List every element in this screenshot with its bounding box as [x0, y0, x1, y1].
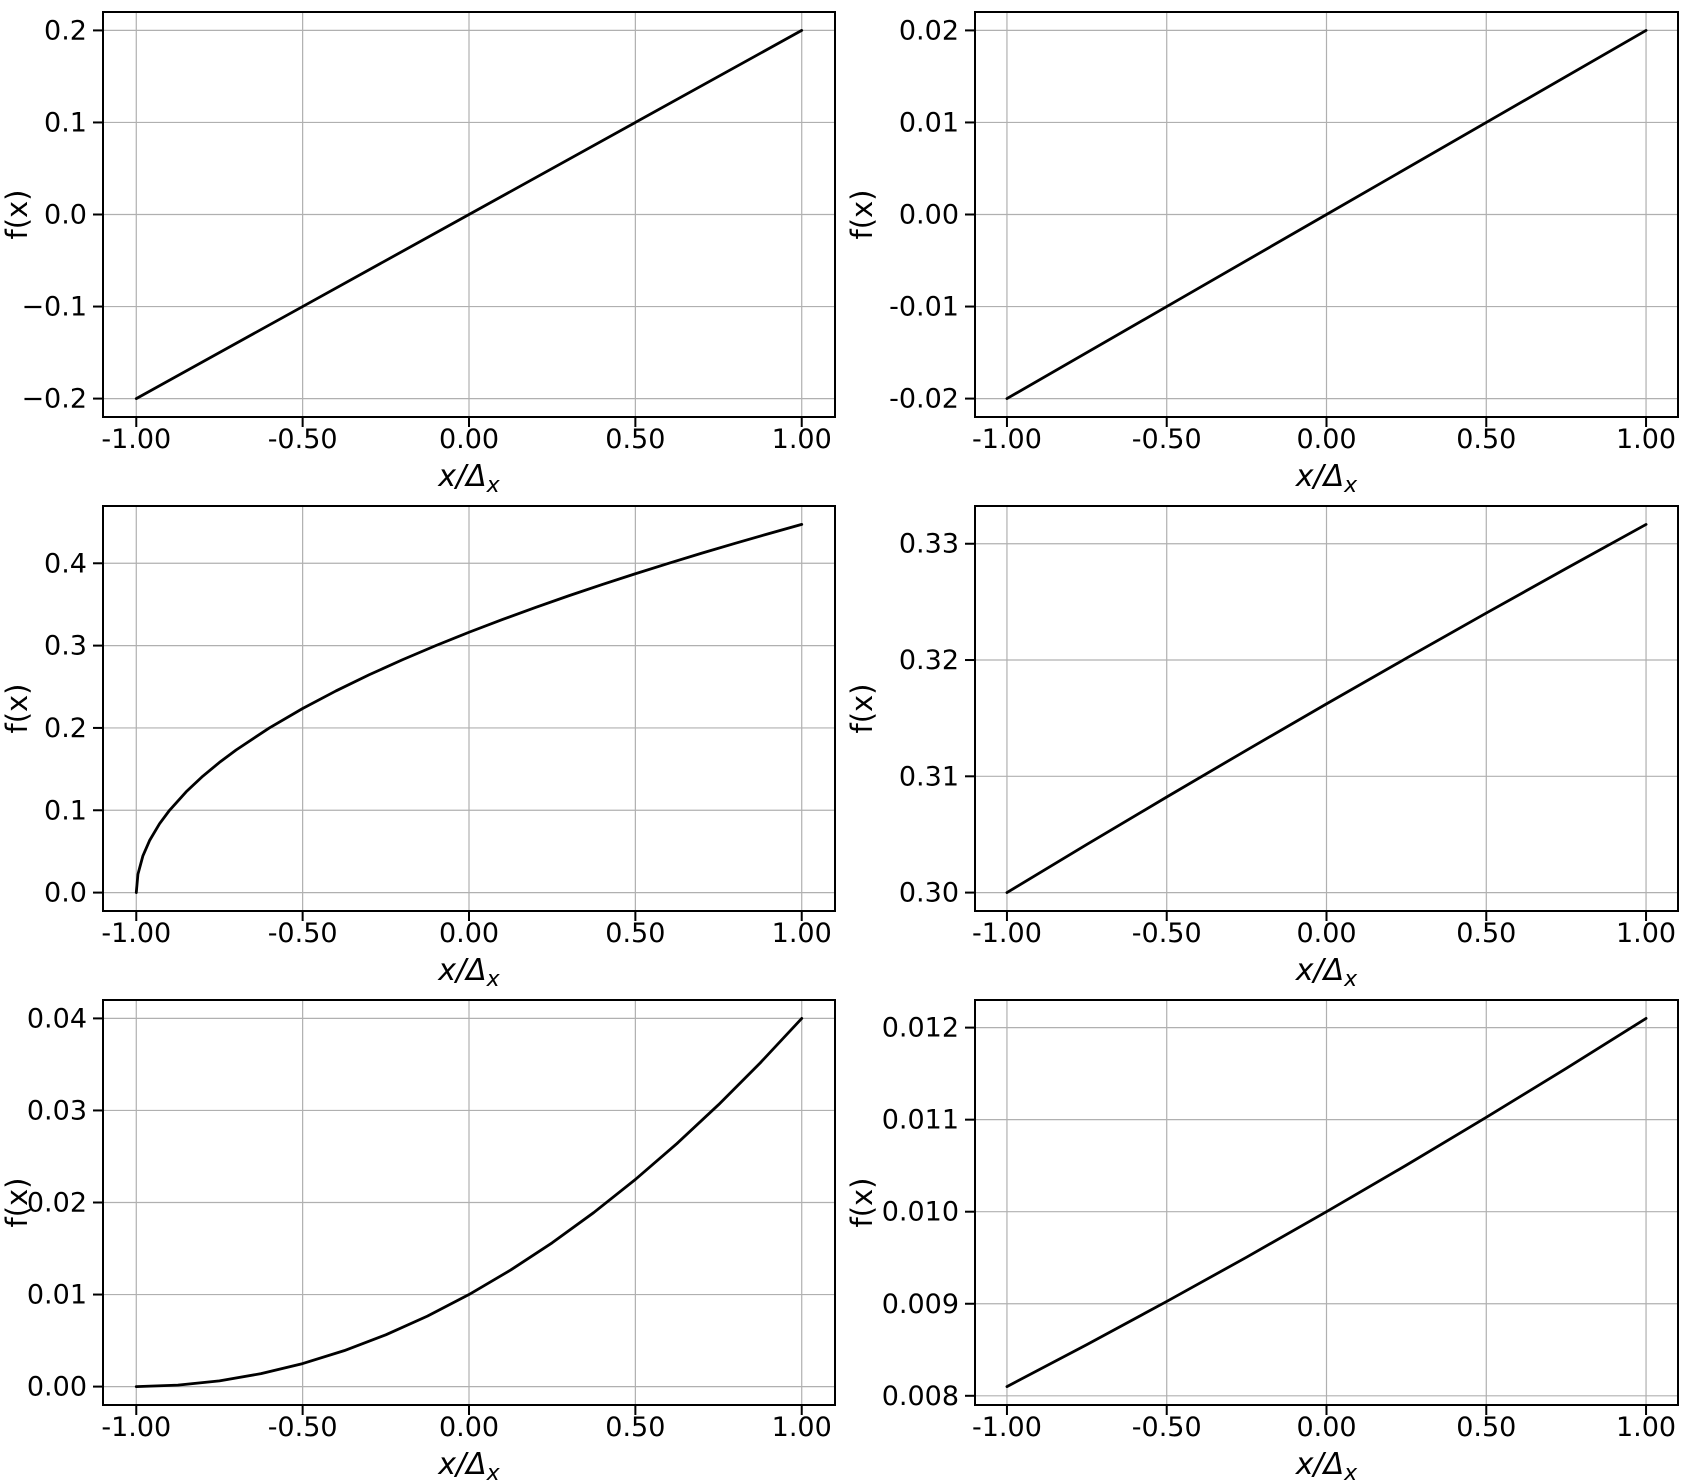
- x-tick-label: -1.00: [972, 424, 1042, 455]
- x-tick-label: -0.50: [268, 918, 338, 949]
- y-axis-label: f(x): [845, 1178, 879, 1228]
- subplot-row2-col0: -1.00 -0.50 0.00 0.50 1.00 0.00 0.01 0.02 0.03 0.…: [0, 988, 845, 1481]
- y-tick-label: 0.2: [44, 713, 87, 744]
- y-tick-label: -0.02: [889, 384, 959, 415]
- x-tick-label: 0.50: [1456, 1412, 1516, 1443]
- y-axis-label: f(x): [0, 1178, 34, 1228]
- subplot-row0-col1: -1.00 -0.50 0.00 0.50 1.00 -0.02 -0.01 0.00 0.01…: [845, 0, 1690, 494]
- x-axis-label: x/Δx: [1295, 953, 1358, 988]
- x-tick-label: 0.50: [605, 918, 665, 949]
- y-tick-label: 0.008: [882, 1381, 959, 1412]
- plot-canvas-row0-col1: -1.00 -0.50 0.00 0.50 1.00 -0.02 -0.01 0.00 0.01…: [845, 11, 1679, 494]
- x-tick-label: -1.00: [101, 1412, 171, 1443]
- y-tick-label: 0.0: [44, 878, 87, 909]
- x-tick-label: 0.50: [1456, 918, 1516, 949]
- x-tick-label: 1.00: [772, 424, 832, 455]
- data-line: [1005, 29, 1648, 400]
- y-tick-label: 0.32: [899, 645, 959, 676]
- y-tick-label: 0.31: [899, 761, 959, 792]
- y-tick-label: -0.01: [889, 292, 959, 323]
- y-axis-label: f(x): [845, 684, 879, 734]
- y-tick-label: 0.33: [899, 529, 959, 560]
- plot-canvas-row2-col1: -1.00 -0.50 0.00 0.50 1.00 0.008 0.009 0.010 0.0…: [845, 999, 1679, 1481]
- y-tick-label: 0.30: [899, 878, 959, 909]
- x-tick-label: 0.00: [1296, 918, 1356, 949]
- y-tick-label: 0.010: [882, 1197, 959, 1228]
- data-line: [134, 1017, 804, 1388]
- x-axis-label: x/Δx: [437, 1447, 500, 1481]
- y-tick-label: 0.00: [899, 200, 959, 231]
- y-axis-label: f(x): [0, 684, 34, 734]
- subplot-row1-col0: -1.00 -0.50 0.00 0.50 1.00 0.0 0.1 0.2 0.3 0.4 x/Δ…: [0, 494, 845, 988]
- y-tick-label: 0.02: [899, 15, 959, 46]
- x-tick-label: 0.50: [605, 1412, 665, 1443]
- x-tick-label: -0.50: [1132, 1412, 1202, 1443]
- y-tick-label: −0.2: [21, 384, 87, 415]
- data-line: [1005, 1017, 1648, 1388]
- y-tick-label: 0.02: [27, 1188, 87, 1219]
- subplot-row0-col0: -1.00 -0.50 0.00 0.50 1.00 −0.2 −0.1 0.0 0.1 0.2 x…: [0, 0, 845, 494]
- y-tick-label: 0.01: [27, 1280, 87, 1311]
- x-tick-label: 0.00: [1296, 424, 1356, 455]
- x-tick-label: -1.00: [101, 424, 171, 455]
- x-tick-label: -1.00: [101, 918, 171, 949]
- plot-canvas-row2-col0: -1.00 -0.50 0.00 0.50 1.00 0.00 0.01 0.02 0.03 0.…: [0, 999, 836, 1481]
- x-tick-label: 1.00: [1616, 1412, 1676, 1443]
- x-tick-label: -0.50: [1132, 424, 1202, 455]
- plot-canvas-row1-col1: -1.00 -0.50 0.00 0.50 1.00 0.30 0.31 0.32 0.33 x/…: [845, 505, 1679, 988]
- x-axis-label: x/Δx: [437, 953, 500, 988]
- y-tick-label: 0.0: [44, 200, 87, 231]
- data-line: [1005, 523, 1648, 894]
- plot-canvas-row0-col0: -1.00 -0.50 0.00 0.50 1.00 −0.2 −0.1 0.0 0.1 0.2 x…: [0, 11, 836, 494]
- y-tick-label: −0.1: [21, 292, 87, 323]
- y-tick-label: 0.009: [882, 1289, 959, 1320]
- y-tick-label: 0.03: [27, 1095, 87, 1126]
- x-tick-label: 0.00: [439, 424, 499, 455]
- subplot-row2-col1: -1.00 -0.50 0.00 0.50 1.00 0.008 0.009 0.010 0.0…: [845, 988, 1690, 1481]
- y-tick-label: 0.4: [44, 548, 87, 579]
- x-axis-label: x/Δx: [437, 459, 500, 494]
- y-tick-label: 0.3: [44, 631, 87, 662]
- x-tick-label: 1.00: [772, 1412, 832, 1443]
- x-tick-label: 1.00: [772, 918, 832, 949]
- y-axis-label: f(x): [0, 190, 34, 240]
- x-tick-label: -0.50: [268, 1412, 338, 1443]
- subplot-row1-col1: -1.00 -0.50 0.00 0.50 1.00 0.30 0.31 0.32 0.33 x/…: [845, 494, 1690, 988]
- x-tick-label: -0.50: [1132, 918, 1202, 949]
- y-tick-label: 0.04: [27, 1003, 87, 1034]
- y-tick-label: 0.2: [44, 15, 87, 46]
- x-tick-label: 0.50: [605, 424, 665, 455]
- x-tick-label: 1.00: [1616, 918, 1676, 949]
- x-tick-label: 1.00: [1616, 424, 1676, 455]
- y-tick-label: 0.1: [44, 107, 87, 138]
- x-tick-label: -1.00: [972, 918, 1042, 949]
- y-tick-label: 0.1: [44, 795, 87, 826]
- y-axis-label: f(x): [845, 190, 879, 240]
- x-tick-label: 0.00: [439, 918, 499, 949]
- data-line: [134, 523, 804, 894]
- x-tick-label: 0.50: [1456, 424, 1516, 455]
- y-tick-label: 0.012: [882, 1013, 959, 1044]
- x-tick-label: 0.00: [1296, 1412, 1356, 1443]
- y-tick-label: 0.011: [882, 1105, 959, 1136]
- x-tick-label: 0.00: [439, 1412, 499, 1443]
- x-tick-label: -1.00: [972, 1412, 1042, 1443]
- x-axis-label: x/Δx: [1295, 459, 1358, 494]
- x-tick-label: -0.50: [268, 424, 338, 455]
- y-tick-label: 0.00: [27, 1372, 87, 1403]
- x-axis-label: x/Δx: [1295, 1447, 1358, 1481]
- plot-canvas-row1-col0: -1.00 -0.50 0.00 0.50 1.00 0.0 0.1 0.2 0.3 0.4 x/Δ…: [0, 505, 836, 988]
- y-tick-label: 0.01: [899, 107, 959, 138]
- data-line: [134, 29, 804, 400]
